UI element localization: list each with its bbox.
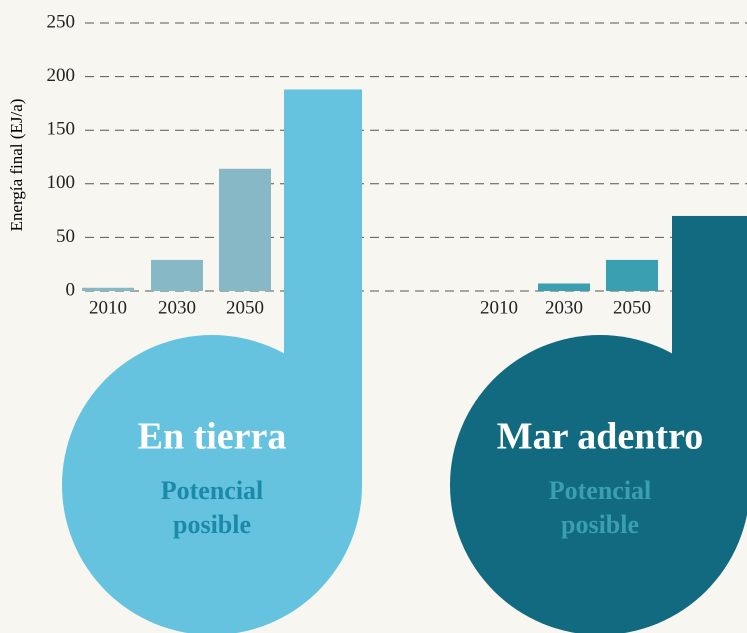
y-tick-label: 250: [47, 11, 76, 32]
bar: [82, 287, 134, 291]
group-name: Mar adentro: [497, 416, 704, 458]
x-tick-label: 2030: [158, 297, 196, 318]
group-name: En tierra: [138, 416, 287, 458]
potential-label: Potencial posible: [548, 476, 652, 539]
x-tick-label: 2050: [613, 297, 651, 318]
x-tick-label: 2010: [480, 297, 518, 318]
bar: [606, 259, 658, 291]
x-tick-label: 2050: [226, 297, 264, 318]
bar: [151, 259, 203, 291]
y-tick-label: 200: [47, 65, 76, 86]
potential-bar: [672, 215, 747, 485]
bar: [219, 168, 271, 291]
potential-bar: [284, 89, 362, 486]
y-tick-label: 0: [66, 279, 76, 300]
y-tick-label: 150: [47, 119, 76, 140]
y-tick-label: 100: [47, 172, 76, 193]
y-tick-label: 50: [56, 226, 75, 247]
bar: [538, 283, 590, 291]
x-tick-label: 2010: [89, 297, 127, 318]
y-axis-label: Energía final (EJ/a): [7, 99, 26, 232]
x-tick-label: 2030: [545, 297, 583, 318]
potential-label: Potencial posible: [160, 476, 264, 539]
